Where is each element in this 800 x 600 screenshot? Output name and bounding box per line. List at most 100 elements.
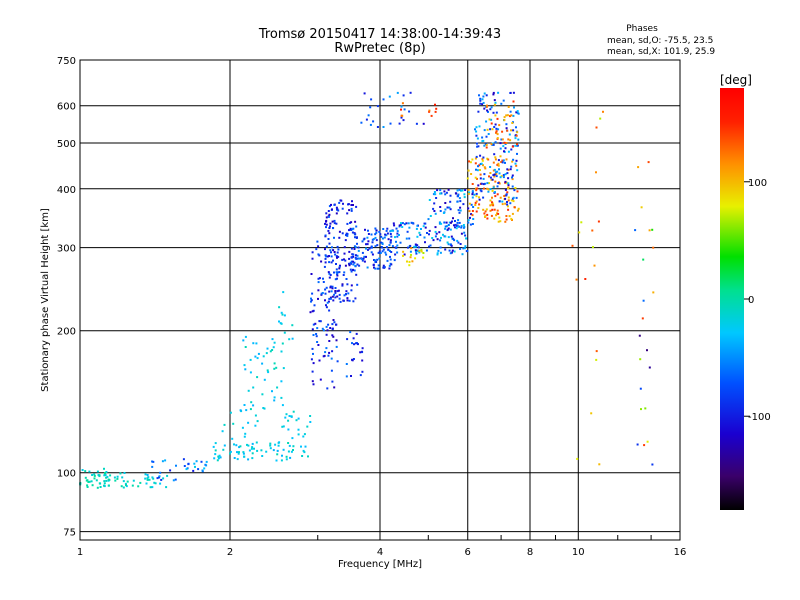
data-point [643, 444, 646, 447]
data-point [456, 189, 459, 192]
data-point [474, 128, 476, 131]
data-point [463, 231, 466, 234]
data-point [231, 437, 234, 440]
data-point [334, 278, 337, 281]
data-point [371, 241, 374, 244]
data-point [479, 189, 482, 192]
data-point [223, 444, 226, 447]
data-point [422, 252, 425, 254]
data-point [200, 460, 203, 463]
data-point [148, 478, 151, 481]
data-point [342, 202, 344, 205]
data-point [325, 216, 328, 219]
data-point [229, 450, 232, 453]
data-point [374, 259, 377, 262]
data-point [434, 230, 437, 233]
colorbar-tick-label: 100 [748, 178, 767, 189]
data-point [459, 209, 462, 212]
data-point [345, 278, 348, 280]
data-point [247, 444, 250, 447]
data-point [496, 137, 499, 140]
data-point [292, 445, 295, 448]
data-point [254, 414, 257, 417]
data-point [602, 110, 604, 113]
data-point [96, 470, 99, 473]
tick-labels: 1 2 4 6 8 10 16 75 100 200 300 400 500 600 750 [57, 56, 686, 558]
data-point [437, 249, 440, 252]
data-point [465, 237, 467, 240]
data-point [336, 274, 339, 277]
data-point [262, 407, 265, 409]
data-point [467, 169, 470, 172]
data-point [358, 257, 361, 260]
data-point [433, 191, 436, 193]
data-point [151, 465, 154, 468]
data-point [636, 443, 639, 446]
data-point [492, 204, 495, 207]
data-point [103, 467, 105, 470]
data-point [252, 404, 255, 407]
data-point [400, 222, 402, 225]
data-point [502, 176, 505, 179]
data-point [444, 227, 447, 230]
data-point [344, 239, 347, 242]
data-point [385, 246, 388, 249]
data-point [247, 421, 250, 424]
data-point [408, 260, 411, 263]
data-point [359, 351, 362, 354]
data-point [283, 314, 286, 317]
data-point [438, 221, 441, 224]
data-point [496, 170, 499, 173]
data-point [575, 278, 578, 281]
data-point [505, 114, 508, 117]
data-point [492, 161, 495, 164]
data-point [281, 454, 283, 457]
data-point [343, 271, 346, 274]
data-point [312, 383, 315, 386]
data-point [329, 274, 332, 276]
data-point [403, 253, 406, 256]
data-point [338, 293, 341, 296]
data-point [221, 430, 224, 433]
data-point [266, 369, 269, 372]
data-point [445, 191, 448, 194]
data-point [439, 251, 442, 254]
data-point [331, 334, 334, 337]
data-point [470, 203, 473, 206]
data-point [503, 141, 506, 144]
data-point [261, 455, 264, 457]
data-point [335, 212, 338, 215]
data-point [343, 252, 346, 255]
data-point [492, 91, 495, 94]
data-point [493, 208, 496, 211]
data-point [470, 213, 473, 216]
data-point [350, 289, 353, 292]
data-point [284, 416, 287, 419]
data-point [394, 236, 396, 239]
data-point [327, 300, 330, 303]
data-point [484, 167, 487, 170]
data-point [480, 162, 483, 165]
data-point [515, 196, 518, 199]
data-point [383, 236, 386, 239]
data-point [487, 188, 490, 191]
data-point [365, 255, 367, 258]
data-point [434, 226, 437, 229]
data-point [371, 246, 373, 249]
data-point [351, 231, 354, 234]
data-point [401, 226, 404, 228]
data-point [501, 130, 504, 133]
data-point [333, 321, 336, 324]
data-point [411, 260, 414, 263]
data-point [329, 327, 332, 329]
data-point [322, 329, 325, 332]
data-point [360, 121, 363, 124]
data-point [385, 234, 388, 237]
data-point [340, 199, 343, 202]
data-point [471, 193, 474, 196]
data-point [367, 248, 369, 251]
data-point [495, 175, 498, 178]
data-point [361, 259, 364, 262]
data-point [353, 269, 356, 272]
data-point [105, 471, 108, 473]
